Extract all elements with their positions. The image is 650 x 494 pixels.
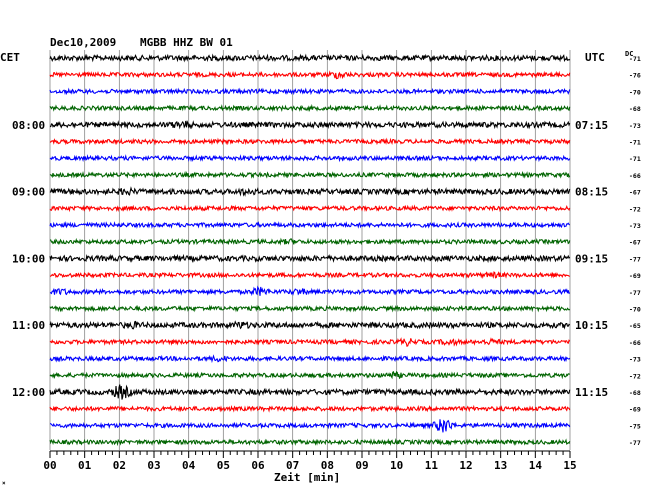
seismic-trace (49, 53, 571, 63)
header-station: MGBB HHZ BW 01 (140, 36, 233, 49)
cet-hour-label: 09:00 (12, 186, 45, 199)
hour-labels: -71 -76 -70 -68 -73 -71 -71 -66 -67 -72 -73 -67 -77 -… (12, 55, 641, 447)
utc-hour-label: 10:15 (575, 319, 608, 332)
cet-hour-label: 08:00 (12, 119, 45, 132)
cet-hour-label: 11:00 (12, 319, 45, 332)
seismic-trace (49, 370, 571, 380)
x-tick-label: 11 (425, 459, 439, 472)
right-timezone-label: UTC (585, 51, 605, 64)
x-tick-label: 04 (182, 459, 196, 472)
x-tick-label: 08 (321, 459, 334, 472)
dc-offset-label: -66 (629, 339, 641, 347)
seismic-trace (49, 87, 571, 96)
dc-offset-label: -72 (629, 205, 641, 213)
x-tick-label: 10 (390, 459, 403, 472)
dc-offset-label: -70 (629, 88, 641, 96)
dc-offset-label: -68 (629, 389, 641, 397)
dc-offset-label: -67 (629, 239, 641, 247)
seismic-trace (49, 170, 571, 179)
seismic-trace (49, 220, 571, 229)
dc-offset-label: -75 (629, 422, 641, 430)
x-axis-label: Zeit [min] (274, 471, 340, 484)
seismic-trace (49, 237, 571, 246)
dc-offset-label: -76 (629, 72, 641, 80)
dc-offset-label: -71 (629, 155, 641, 163)
cet-hour-label: 12:00 (12, 386, 45, 399)
dc-offset-label: -73 (629, 356, 641, 364)
dc-offset-label: -69 (629, 406, 641, 414)
time-axis: 00 01 02 03 04 05 06 07 08 09 10 11 12 13 14 15 (43, 450, 577, 472)
seismic-trace (49, 271, 570, 280)
minute-gridlines (49, 50, 571, 451)
dc-offset-label: -69 (629, 272, 641, 280)
x-tick-label: 12 (459, 459, 472, 472)
x-tick-label: 15 (563, 459, 576, 472)
seismic-trace (49, 70, 571, 80)
x-tick-label: 05 (217, 459, 230, 472)
seismic-trace (49, 354, 571, 364)
dc-offset-label: -68 (629, 105, 641, 113)
x-tick-label: 06 (251, 459, 265, 472)
corner-mark: × (2, 480, 6, 487)
seismic-trace (49, 419, 571, 433)
seismic-trace (49, 404, 571, 413)
seismic-trace (49, 119, 571, 130)
seismic-trace (49, 320, 571, 330)
utc-hour-label: 08:15 (575, 186, 608, 199)
seismic-traces (49, 53, 571, 447)
dc-offset-label: -77 (629, 255, 641, 263)
dc-label: DC (625, 50, 633, 58)
seismic-trace (49, 154, 571, 163)
dc-offset-label: -67 (629, 189, 641, 197)
header-date: Dec10,2009 (50, 36, 116, 49)
left-timezone-label: CET (0, 51, 20, 64)
seismic-trace (49, 337, 571, 348)
dc-offset-label: -71 (629, 55, 641, 63)
utc-hour-label: 11:15 (575, 386, 608, 399)
dc-offset-label: -66 (629, 172, 641, 180)
x-tick-label: 03 (147, 459, 160, 472)
seismic-trace (49, 103, 571, 113)
x-tick-label: 14 (529, 459, 543, 472)
dc-offset-label: -73 (629, 122, 641, 130)
seismic-trace (49, 253, 571, 264)
utc-hour-label: 09:15 (575, 252, 608, 265)
seismic-trace (49, 204, 571, 213)
x-tick-label: 01 (78, 459, 92, 472)
dc-offset-label: -77 (629, 439, 641, 447)
dc-offset-label: -73 (629, 222, 641, 230)
x-tick-label: 02 (113, 459, 126, 472)
dc-offset-label: -65 (629, 322, 641, 330)
seismic-trace (49, 384, 571, 400)
utc-hour-label: 07:15 (575, 119, 608, 132)
x-tick-label: 09 (355, 459, 368, 472)
x-tick-label: 13 (494, 459, 507, 472)
dc-offset-label: -70 (629, 306, 641, 314)
seismic-trace (49, 137, 571, 146)
dc-offset-label: -71 (629, 139, 641, 147)
seismic-trace (49, 186, 571, 197)
dc-offset-label: -72 (629, 372, 641, 380)
x-tick-label: 00 (43, 459, 56, 472)
seismic-trace (49, 437, 571, 447)
x-tick-label: 07 (286, 459, 299, 472)
seismic-trace (49, 285, 571, 297)
seismic-trace (49, 304, 571, 313)
dc-offset-label: -77 (629, 289, 641, 297)
cet-hour-label: 10:00 (12, 252, 45, 265)
